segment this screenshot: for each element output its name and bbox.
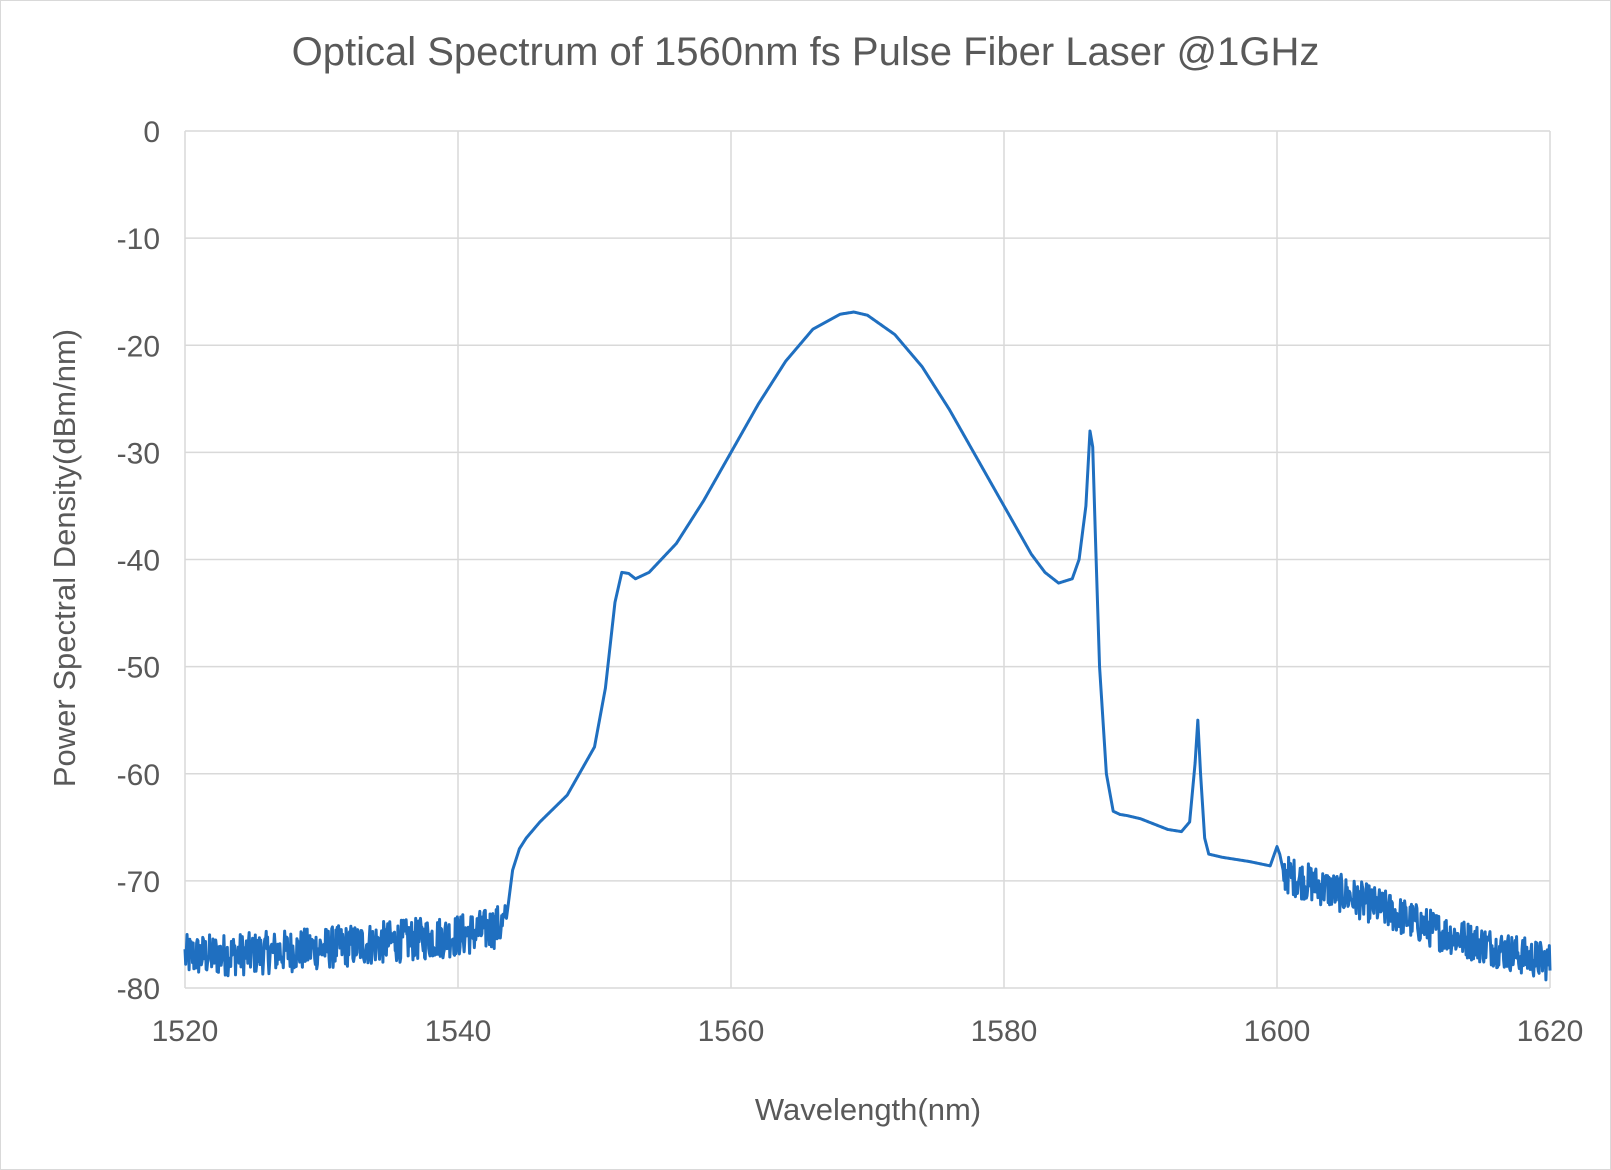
x-tick-label: 1560: [698, 1015, 765, 1048]
y-tick-label: -30: [117, 437, 160, 470]
y-tick-label: -50: [117, 652, 160, 685]
y-tick-label: 0: [143, 116, 160, 149]
grid: [184, 130, 1551, 989]
x-tick-label: 1540: [425, 1015, 492, 1048]
y-axis-label: Power Spectral Density(dBm/nm): [47, 329, 82, 787]
series-line-optical-spectrum: [183, 310, 1552, 982]
y-tick-label: -40: [117, 545, 160, 578]
series-layer: [183, 310, 1552, 982]
x-axis-label: Wavelength(nm): [755, 1092, 981, 1127]
x-tick-label: 1620: [1517, 1015, 1584, 1048]
y-tick-label: -20: [117, 330, 160, 363]
y-tick-label: -60: [117, 759, 160, 792]
x-tick-label: 1580: [971, 1015, 1038, 1048]
x-tick-label: 1520: [152, 1015, 219, 1048]
chart-title: Optical Spectrum of 1560nm fs Pulse Fibe…: [291, 30, 1320, 74]
y-tick-label: -70: [117, 866, 160, 899]
x-tick-label: 1600: [1244, 1015, 1311, 1048]
y-tick-label: -10: [117, 223, 160, 256]
tick-labels: 0 -10 -20 -30 -40 -50 -60 -70 -80 1520 1540 1560 158…: [117, 116, 1584, 1048]
y-tick-label: -80: [117, 973, 160, 1006]
